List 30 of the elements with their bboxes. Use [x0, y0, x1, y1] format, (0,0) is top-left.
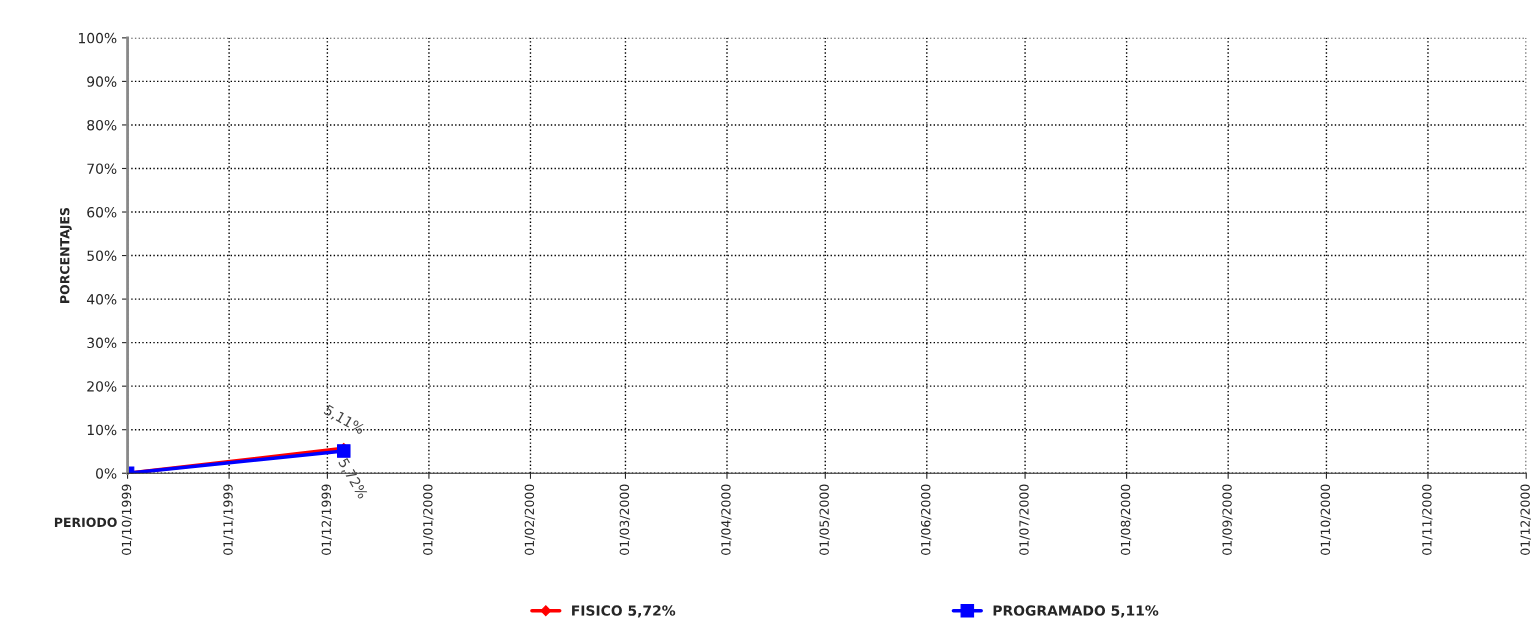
y-tick-label: 10% [87, 424, 117, 436]
x-tick-label: 01/07/2000 [1019, 484, 1030, 555]
x-tick-label: 01/09/2000 [1222, 484, 1233, 555]
x-tick-label: 01/10/2000 [1320, 484, 1332, 555]
legend-label: FISICO 5,72% [572, 605, 676, 618]
x-tick-label: 01/06/2000 [920, 484, 932, 555]
x-axis-title: PERIODO [54, 517, 117, 528]
y-tick-label: 70% [87, 163, 117, 174]
y-tick-label: 80% [87, 119, 117, 131]
x-tick-label: 01/01/2000 [423, 484, 434, 555]
y-tick-label: 100% [78, 32, 117, 44]
x-tick-label: 01/04/2000 [721, 484, 732, 555]
y-axis-title: PORCENTAJES [60, 207, 72, 303]
legend-label: PROGRAMADO 5,11% [993, 605, 1159, 618]
x-tick-label: 01/02/2000 [524, 484, 536, 555]
x-tick-label: 01/05/2000 [819, 484, 830, 555]
y-tick-label: 40% [86, 294, 117, 305]
x-tick-label: 01/03/2000 [619, 484, 631, 555]
x-tick-label: 01/11/2000 [1422, 484, 1433, 555]
y-tick-label: 30% [87, 337, 117, 349]
x-tick-label: 01/12/1999 [321, 484, 332, 555]
y-tick-label: 20% [87, 381, 117, 392]
y-tick-label: 50% [87, 250, 117, 262]
y-tick-label: 60% [87, 206, 117, 218]
x-tick-label: 01/10/1999 [121, 484, 133, 555]
y-tick-label: 90% [87, 76, 117, 87]
y-tick-label: 0% [96, 468, 117, 479]
x-tick-label: 01/08/2000 [1120, 484, 1132, 555]
x-tick-label: 01/12/2000 [1520, 484, 1531, 555]
x-tick-label: 01/11/1999 [223, 484, 234, 555]
